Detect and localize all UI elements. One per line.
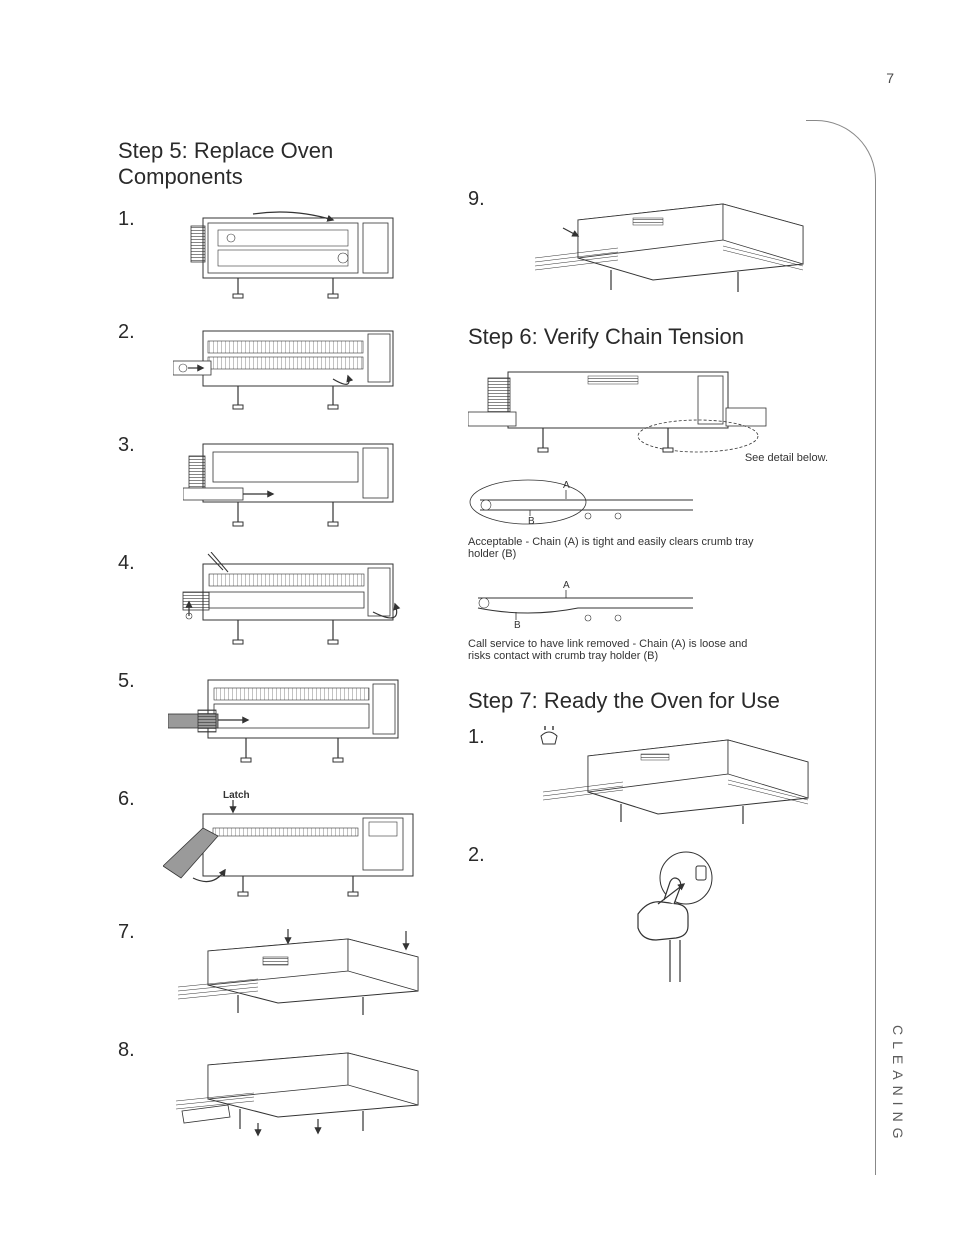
step-number: 2. (118, 321, 148, 344)
step-number: 4. (118, 552, 148, 575)
section-side-tab: CLEANING (890, 1025, 906, 1145)
step-number: 7. (118, 921, 148, 944)
step5-item-5: 5. (118, 670, 448, 770)
step5-item-9: 9. (468, 188, 838, 298)
step5-item-4: 4. (118, 552, 448, 652)
left-column: Step 5: Replace Oven Components 1. (118, 138, 448, 1139)
figure-chain-tension-overview: See detail below. (468, 362, 838, 464)
call-service-note: Call service to have link removed - Chai… (468, 638, 768, 662)
right-column: 9. S (468, 188, 838, 984)
figure-oven-front-4 (148, 552, 448, 652)
svg-text:A: A (563, 580, 570, 591)
step7-item-1: 1. (468, 726, 838, 826)
step7-title: Step 7: Ready the Oven for Use (468, 688, 838, 714)
step-number: 2. (468, 844, 498, 867)
step6-title: Step 6: Verify Chain Tension (468, 324, 838, 350)
latch-label-svg: Latch (223, 790, 250, 801)
step-number: 6. (118, 788, 148, 811)
step-number: 1. (118, 208, 148, 231)
step7-item-2: 2. (468, 844, 838, 984)
figure-oven-latch: Latch (148, 788, 448, 903)
step-number: 3. (118, 434, 148, 457)
page-right-rule (875, 188, 876, 1175)
svg-text:B: B (528, 516, 535, 527)
step-number: 8. (118, 1039, 148, 1062)
figure-oven-iso-7 (148, 921, 448, 1021)
step-number: 1. (468, 726, 498, 749)
step5-title: Step 5: Replace Oven Components (118, 138, 448, 190)
figure-oven-front-1 (148, 208, 448, 303)
page-corner-rule (806, 120, 876, 190)
step5-item-8: 8. (118, 1039, 448, 1139)
acceptable-note: Acceptable - Chain (A) is tight and easi… (468, 536, 768, 560)
step5-item-3: 3. (118, 434, 448, 534)
figure-oven-front-2 (148, 321, 448, 416)
figure-chain-detail-loose: A B Call service to have link removed - … (468, 574, 838, 662)
manual-page: 7 CLEANING Step 5: Replace Oven Componen… (0, 0, 954, 1235)
see-detail-note: See detail below. (468, 452, 838, 464)
step5-item-7: 7. (118, 921, 448, 1021)
step-number: 5. (118, 670, 148, 693)
figure-oven-iso-9 (498, 188, 838, 298)
figure-oven-front-3 (148, 434, 448, 534)
figure-plug-oven (498, 726, 838, 826)
step-number: 9. (468, 188, 498, 211)
figure-oven-iso-8 (148, 1039, 448, 1139)
figure-press-button (498, 844, 838, 984)
step5-item-6: 6. Latch (118, 788, 448, 903)
svg-text:A: A (563, 480, 570, 491)
figure-oven-front-5 (148, 670, 448, 770)
step5-item-1: 1. (118, 208, 448, 303)
step5-item-2: 2. (118, 321, 448, 416)
figure-chain-detail-tight: A B Acceptable - Chain (A) is tight and … (468, 472, 838, 560)
svg-text:B: B (514, 620, 521, 631)
page-number: 7 (886, 70, 894, 86)
